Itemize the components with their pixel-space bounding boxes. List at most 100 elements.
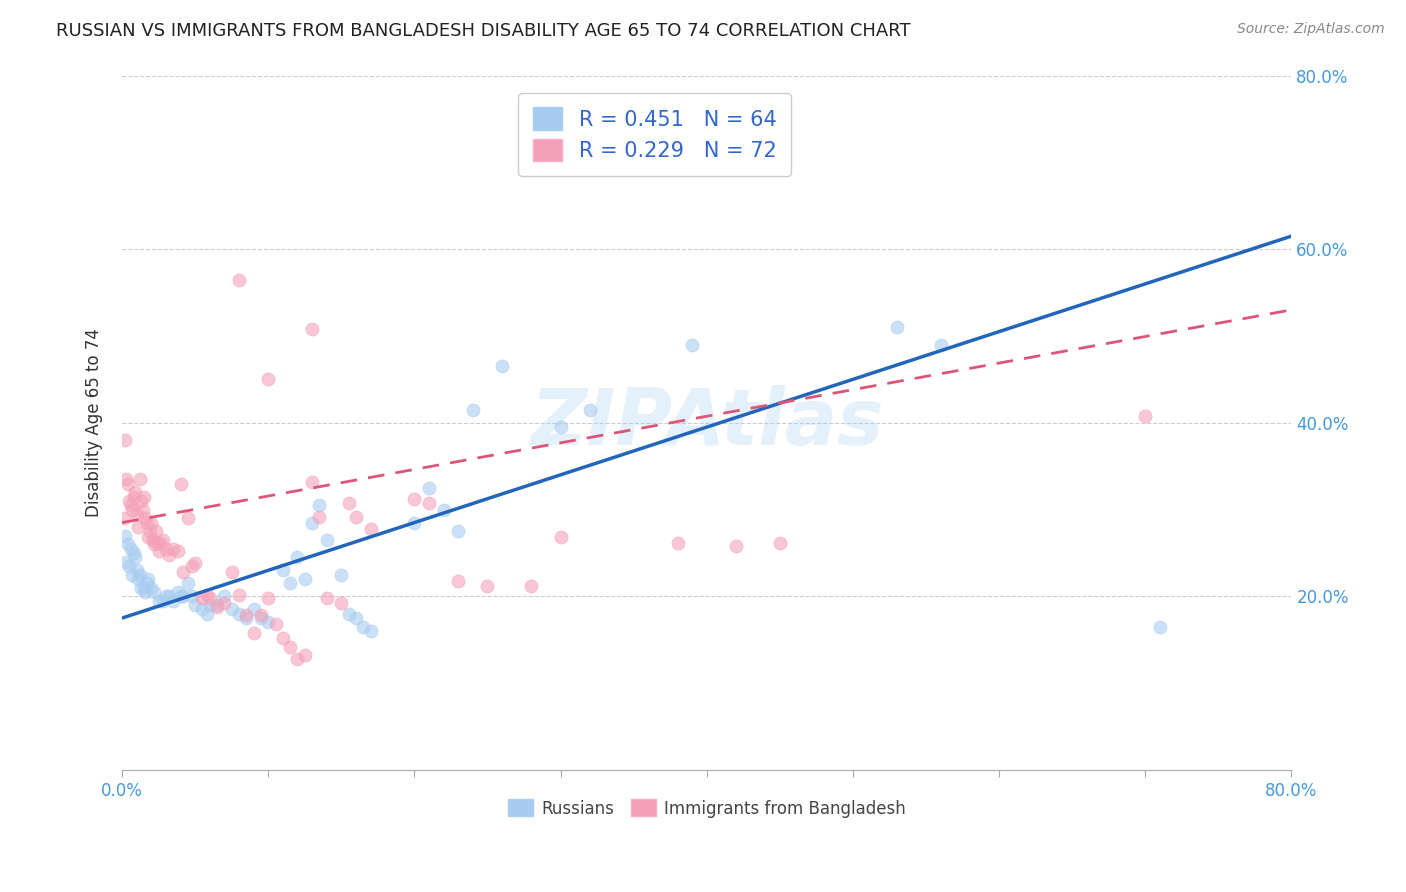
Point [120, 541, 142, 556]
Point [301, 322, 323, 336]
Point [184, 598, 207, 612]
Point [404, 516, 426, 530]
Point [181, 590, 204, 604]
Point [177, 511, 200, 525]
Point [257, 372, 280, 386]
Point [418, 481, 440, 495]
Point [114, 528, 136, 542]
Point [287, 550, 309, 565]
Point [520, 579, 543, 593]
Point [308, 509, 330, 524]
Point [162, 593, 184, 607]
Point [278, 576, 301, 591]
Point [418, 495, 440, 509]
Point [152, 533, 174, 547]
Point [221, 565, 243, 579]
Point [169, 590, 191, 604]
Point [121, 502, 143, 516]
Point [769, 535, 792, 549]
Point [128, 567, 150, 582]
Point [344, 611, 367, 625]
Point [129, 581, 152, 595]
Point [132, 490, 155, 504]
Point [120, 498, 142, 512]
Point [242, 602, 264, 616]
Point [461, 402, 484, 417]
Point [550, 530, 572, 544]
Text: ZIPAtlas: ZIPAtlas [530, 384, 883, 461]
Point [124, 550, 146, 565]
Point [271, 563, 294, 577]
Point [128, 472, 150, 486]
Point [115, 555, 138, 569]
Point [886, 320, 908, 334]
Point [433, 502, 456, 516]
Point [172, 565, 194, 579]
Point [301, 475, 323, 489]
Point [301, 516, 323, 530]
Point [148, 544, 170, 558]
Point [330, 596, 353, 610]
Point [117, 476, 139, 491]
Point [129, 494, 152, 508]
Point [681, 337, 703, 351]
Point [112, 511, 135, 525]
Point [214, 590, 236, 604]
Point [228, 588, 250, 602]
Point [315, 591, 337, 606]
Point [337, 607, 360, 621]
Point [235, 608, 257, 623]
Point [205, 598, 228, 612]
Point [143, 537, 166, 551]
Point [118, 559, 141, 574]
Point [250, 608, 273, 623]
Point [330, 567, 353, 582]
Point [162, 541, 184, 556]
Point [228, 607, 250, 621]
Point [228, 272, 250, 286]
Point [169, 476, 191, 491]
Point [124, 485, 146, 500]
Point [132, 581, 155, 595]
Point [172, 590, 194, 604]
Point [122, 490, 145, 504]
Point [155, 541, 177, 556]
Point [198, 591, 221, 606]
Point [294, 648, 316, 663]
Point [929, 337, 952, 351]
Point [127, 572, 149, 586]
Point [145, 524, 167, 539]
Point [131, 502, 153, 516]
Point [191, 591, 214, 606]
Point [134, 511, 156, 525]
Point [447, 574, 470, 588]
Point [155, 590, 177, 604]
Point [257, 591, 280, 606]
Text: Source: ZipAtlas.com: Source: ZipAtlas.com [1237, 22, 1385, 37]
Point [337, 495, 360, 509]
Point [1135, 409, 1157, 423]
Point [1149, 620, 1171, 634]
Point [125, 507, 148, 521]
Point [205, 599, 228, 614]
Point [166, 585, 188, 599]
Point [157, 590, 180, 604]
Point [360, 624, 382, 639]
Point [157, 548, 180, 562]
Point [138, 572, 160, 586]
Point [141, 581, 163, 595]
Point [344, 509, 367, 524]
Point [177, 576, 200, 591]
Point [404, 492, 426, 507]
Point [264, 617, 287, 632]
Point [242, 625, 264, 640]
Point [666, 535, 689, 549]
Point [250, 611, 273, 625]
Point [134, 585, 156, 599]
Point [294, 572, 316, 586]
Point [142, 533, 165, 547]
Point [191, 602, 214, 616]
Point [724, 539, 747, 553]
Point [117, 537, 139, 551]
Point [257, 615, 280, 630]
